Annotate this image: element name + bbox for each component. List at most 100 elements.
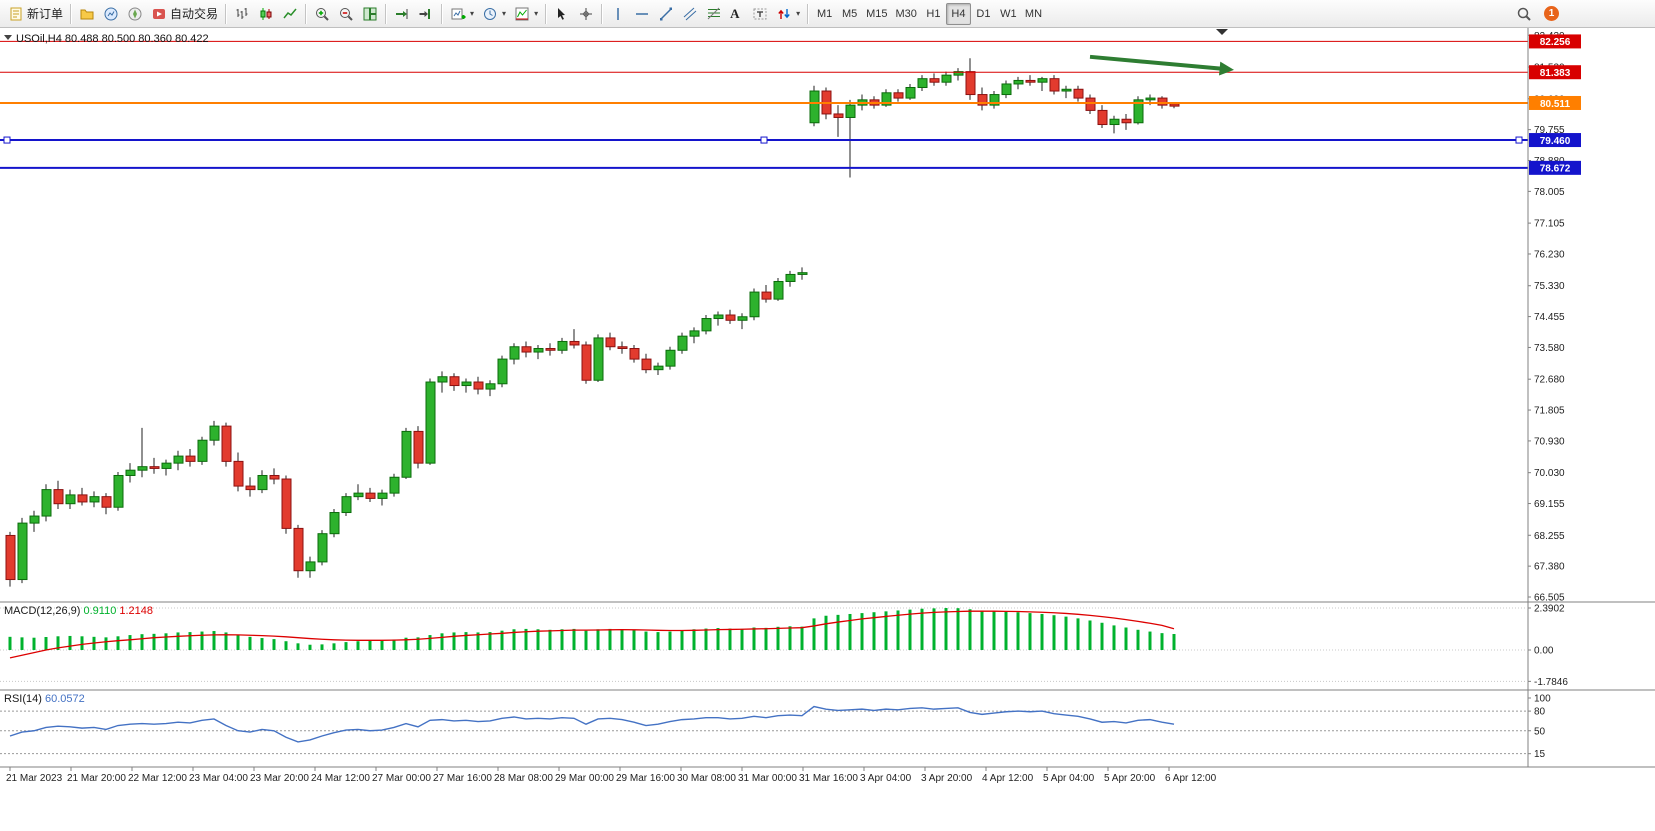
- price-scale-label: 69.155: [1534, 499, 1565, 510]
- price-box-78.672: 78.672: [1529, 160, 1581, 175]
- rsi-header: RSI(14) 60.0572: [4, 693, 85, 705]
- cursor-icon: [554, 6, 570, 22]
- time-axis-label: 31 Mar 16:00: [799, 773, 858, 784]
- notification-badge[interactable]: 1: [1544, 6, 1559, 21]
- horizontal-line-objects[interactable]: [0, 40, 1528, 169]
- timeframe-h4[interactable]: H4: [945, 2, 971, 25]
- timeframe-mn[interactable]: MN: [1021, 3, 1046, 25]
- timeframe-m15[interactable]: M15: [862, 3, 891, 25]
- toolbar-separator: [70, 3, 73, 24]
- timeframe-w1[interactable]: W1: [996, 3, 1021, 25]
- zoom-out-button[interactable]: [334, 3, 358, 25]
- chart-shift-button[interactable]: [414, 3, 438, 25]
- svg-text:82.256: 82.256: [1540, 37, 1571, 48]
- svg-text:78.672: 78.672: [1540, 164, 1571, 175]
- tile-windows-icon: [362, 6, 378, 22]
- new-chart-icon: [450, 6, 466, 22]
- fibonacci-button[interactable]: [702, 3, 726, 25]
- time-axis-label: 30 Mar 08:00: [677, 773, 736, 784]
- price-scale-label: 68.255: [1534, 531, 1565, 542]
- candlestick-icon: [258, 6, 274, 22]
- macd-scale-label: 2.3902: [1534, 604, 1565, 615]
- svg-text:81.383: 81.383: [1540, 68, 1571, 79]
- time-axis-label: 23 Mar 04:00: [189, 773, 248, 784]
- timeframe-m1[interactable]: M1: [812, 3, 837, 25]
- zoom-out-icon: [338, 6, 354, 22]
- indicators-button[interactable]: ▾: [510, 3, 542, 25]
- time-axis-label: 29 Mar 00:00: [555, 773, 614, 784]
- search-button[interactable]: [1512, 3, 1536, 25]
- macd-header: MACD(12,26,9) 0.9110 1.2148: [4, 605, 153, 617]
- chevron-down-icon: ▾: [534, 9, 539, 18]
- trend-arrow[interactable]: [1089, 54, 1234, 76]
- chart-shift-marker[interactable]: [1216, 29, 1228, 35]
- price-box-82.256: 82.256: [1529, 34, 1581, 49]
- line-handle[interactable]: [760, 136, 768, 144]
- arrows-icon: [776, 6, 792, 22]
- trendline-icon: [658, 6, 674, 22]
- crosshair-icon: [578, 6, 594, 22]
- vertical-line-button[interactable]: [606, 3, 630, 25]
- timeframe-h1[interactable]: H1: [921, 3, 946, 25]
- timeframe-m30[interactable]: M30: [892, 3, 921, 25]
- chart-window[interactable]: USOil,H4 80.488 80.500 80.360 80.422 82.4…: [0, 28, 1655, 831]
- autotrading-button[interactable]: 自动交易: [147, 3, 222, 25]
- main-toolbar: 新订单 自动交易 ▾ ▾ ▾ A ▾ M1 M5 M15 M30 H1 H4 D1 W1 MN 1: [0, 0, 1655, 28]
- text-button[interactable]: A: [726, 3, 748, 25]
- navigator-button[interactable]: [123, 3, 147, 25]
- price-scale-label: 71.805: [1534, 406, 1565, 417]
- price-scale-label: 79.755: [1534, 125, 1565, 136]
- time-axis-label: 3 Apr 20:00: [921, 773, 973, 784]
- price-scale-label: 77.105: [1534, 219, 1565, 230]
- text-label-icon: [752, 6, 768, 22]
- bar-chart-button[interactable]: [230, 3, 254, 25]
- rsi-panel[interactable]: 100 80 50 15 RSI(14) 60.0572: [0, 693, 1551, 760]
- candlestick-chart-button[interactable]: [254, 3, 278, 25]
- new-chart-button[interactable]: ▾: [446, 3, 478, 25]
- time-axis-label: 22 Mar 12:00: [128, 773, 187, 784]
- zoom-in-icon: [314, 6, 330, 22]
- time-axis-label: 29 Mar 16:00: [616, 773, 675, 784]
- profiles-icon: [79, 6, 95, 22]
- time-axis[interactable]: 21 Mar 2023 21 Mar 20:00 22 Mar 12:00 23 Ma…: [6, 767, 1217, 784]
- horizontal-line-button[interactable]: [630, 3, 654, 25]
- line-handle[interactable]: [1515, 136, 1523, 144]
- price-scale[interactable]: 82.43081.53080.63079.75578.88078.00577.1…: [1528, 31, 1581, 604]
- profiles-button[interactable]: [75, 3, 99, 25]
- macd-panel[interactable]: 2.3902 0.00 -1.7846 MACD(12,26,9) 0.9110 1.…: [0, 604, 1568, 688]
- cursor-button[interactable]: [550, 3, 574, 25]
- main-chart-panel[interactable]: USOil,H4 80.488 80.500 80.360 80.422: [0, 29, 1528, 587]
- toolbar-separator: [545, 3, 548, 24]
- timeframe-m5[interactable]: M5: [837, 3, 862, 25]
- svg-text:80.511: 80.511: [1540, 99, 1570, 110]
- indicators-icon: [514, 6, 530, 22]
- line-handle[interactable]: [3, 136, 11, 144]
- auto-scroll-button[interactable]: [390, 3, 414, 25]
- new-order-button[interactable]: 新订单: [4, 3, 67, 25]
- zoom-in-button[interactable]: [310, 3, 334, 25]
- symbol-dropdown-icon[interactable]: [4, 35, 12, 40]
- price-box-79.460: 79.460: [1529, 133, 1581, 148]
- tile-windows-button[interactable]: [358, 3, 382, 25]
- market-watch-icon: [103, 6, 119, 22]
- market-watch-button[interactable]: [99, 3, 123, 25]
- text-label-button[interactable]: [748, 3, 772, 25]
- line-chart-icon: [282, 6, 298, 22]
- bar-chart-icon: [234, 6, 250, 22]
- price-scale-label: 75.330: [1534, 281, 1565, 292]
- timeframe-d1[interactable]: D1: [971, 3, 996, 25]
- rsi-scale-label: 80: [1534, 707, 1546, 718]
- chart-title: USOil,H4 80.488 80.500 80.360 80.422: [4, 33, 209, 45]
- toolbar-separator: [385, 3, 388, 24]
- channel-button[interactable]: [678, 3, 702, 25]
- periods-button[interactable]: ▾: [478, 3, 510, 25]
- trendline-button[interactable]: [654, 3, 678, 25]
- toolbar-separator: [225, 3, 228, 24]
- autotrading-icon: [151, 6, 167, 22]
- price-scale-label: 67.380: [1534, 562, 1565, 573]
- chart-shift-icon: [418, 6, 434, 22]
- line-chart-button[interactable]: [278, 3, 302, 25]
- crosshair-button[interactable]: [574, 3, 598, 25]
- price-scale-label: 73.580: [1534, 343, 1565, 354]
- arrows-button[interactable]: ▾: [772, 3, 804, 25]
